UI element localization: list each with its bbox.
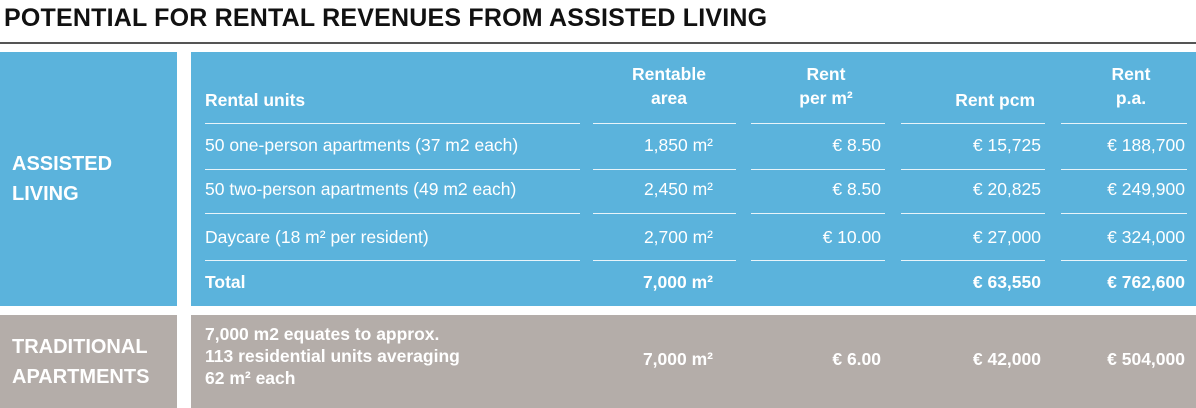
total-label: Total [205, 272, 246, 292]
row-area: 1,850 m² [643, 135, 713, 155]
divider [205, 260, 580, 261]
section-label-line: ASSISTED [12, 153, 113, 175]
section-label-traditional-apartments: TRADITIONAL APARTMENTS [0, 315, 177, 408]
section-label-line: APARTMENTS [12, 365, 150, 388]
row-rent-pa: € 249,900 [1107, 179, 1185, 199]
divider [751, 260, 885, 261]
row-rent-per-m2: € 10.00 [822, 227, 881, 247]
divider [901, 260, 1045, 261]
divider [901, 169, 1045, 170]
divider [751, 123, 885, 124]
divider [901, 213, 1045, 214]
divider [205, 123, 580, 124]
section-label-line: LIVING [12, 183, 79, 205]
divider [205, 213, 580, 214]
divider [1061, 260, 1187, 261]
section-label-assisted-living: ASSISTED LIVING [0, 52, 177, 306]
description-line: 7,000 m2 equates to approx. [205, 324, 440, 344]
header-line: per m² [799, 88, 853, 108]
section-label-line: TRADITIONAL [12, 335, 148, 358]
traditional-apartments-table: 7,000 m2 equates to approx. 113 resident… [191, 315, 1196, 408]
row-area: 2,450 m² [643, 179, 713, 199]
row-unit: 50 one-person apartments (37 m2 each) [205, 135, 519, 155]
header-rent-pcm: Rent pcm [955, 90, 1035, 110]
header-line: area [650, 88, 687, 108]
divider [901, 123, 1045, 124]
header-rentable-area: Rentable area [591, 62, 747, 110]
header-line: p.a. [1115, 88, 1147, 108]
row-rent-pa: € 324,000 [1107, 227, 1185, 247]
assisted-living-table: Rental units Rentable area Rent per m² R… [191, 52, 1196, 306]
description-line: 62 m² each [205, 368, 296, 388]
divider [593, 260, 736, 261]
total-rent-pa: € 762,600 [1107, 272, 1185, 292]
row-area: 2,700 m² [643, 227, 713, 247]
header-line: Rentable [632, 64, 706, 84]
row-unit: Daycare (18 m² per resident) [205, 227, 429, 247]
row-rent-per-m2: € 8.50 [832, 179, 881, 199]
page-title: POTENTIAL FOR RENTAL REVENUES FROM ASSIS… [4, 4, 768, 32]
divider [593, 169, 736, 170]
total-rent-pcm: € 63,550 [972, 272, 1041, 292]
row-unit: 50 two-person apartments (49 m2 each) [205, 179, 517, 199]
divider [1061, 213, 1187, 214]
row-rent-pa: € 188,700 [1107, 135, 1185, 155]
divider [751, 169, 885, 170]
total-area: 7,000 m² [642, 272, 713, 292]
row-rent-pcm: € 20,825 [972, 179, 1041, 199]
divider [1061, 169, 1187, 170]
row-rent-pcm: € 15,725 [972, 135, 1041, 155]
traditional-rent-per-m2: € 6.00 [832, 349, 881, 369]
row-rent-pcm: € 27,000 [972, 227, 1041, 247]
divider [593, 123, 736, 124]
header-line: Rent [806, 64, 846, 84]
traditional-rent-pa: € 504,000 [1107, 349, 1185, 369]
traditional-rent-pcm: € 42,000 [972, 349, 1041, 369]
header-rent-pa: Rent p.a. [1069, 62, 1193, 110]
divider [593, 213, 736, 214]
description-line: 113 residential units averaging [205, 346, 460, 366]
header-rental-units: Rental units [205, 90, 306, 110]
row-rent-per-m2: € 8.50 [832, 135, 881, 155]
title-divider [0, 42, 1196, 44]
divider [1061, 123, 1187, 124]
divider [205, 169, 580, 170]
header-rent-per-m2: Rent per m² [761, 62, 891, 110]
traditional-description: 7,000 m2 equates to approx. 113 resident… [205, 323, 460, 389]
divider [751, 213, 885, 214]
header-line: Rent [1111, 64, 1151, 84]
traditional-area: 7,000 m² [642, 349, 713, 369]
